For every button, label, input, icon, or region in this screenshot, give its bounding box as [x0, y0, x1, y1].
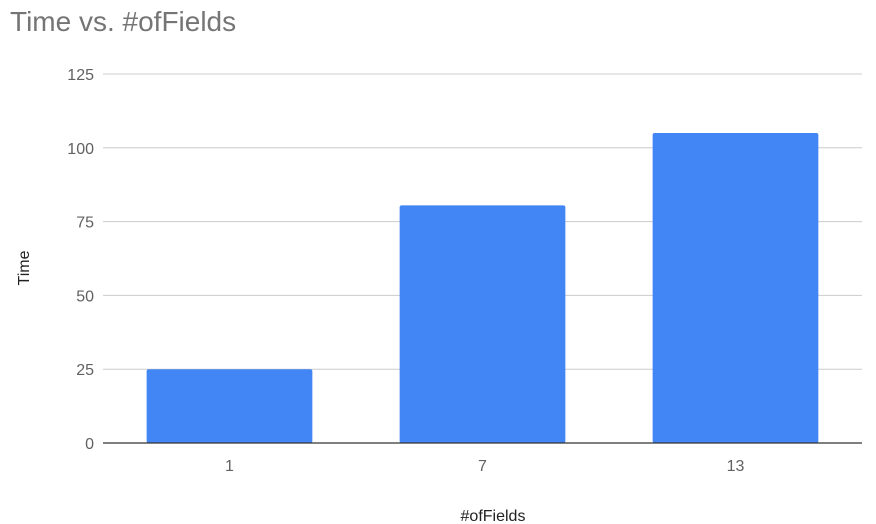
y-tick-label: 0 [85, 436, 94, 453]
bar [652, 133, 819, 444]
y-tick-label: 100 [67, 141, 94, 158]
y-tick-label: 75 [76, 215, 94, 232]
x-tick-label: 13 [727, 458, 745, 475]
y-tick-label: 50 [76, 288, 94, 305]
y-tick-label: 125 [67, 67, 94, 84]
bar [399, 205, 566, 443]
x-tick-label: 1 [225, 458, 234, 475]
bars [146, 133, 819, 444]
x-axis-title: #ofFields [461, 508, 526, 524]
x-tick-labels: 1 7 13 [225, 458, 744, 475]
y-tick-labels: 0 25 50 75 100 125 [67, 67, 94, 453]
chart-title: Time vs. #ofFields [10, 6, 237, 37]
y-tick-label: 25 [76, 362, 94, 379]
bar [146, 369, 313, 443]
y-axis-title: Time [16, 250, 33, 285]
x-tick-label: 7 [478, 458, 487, 475]
